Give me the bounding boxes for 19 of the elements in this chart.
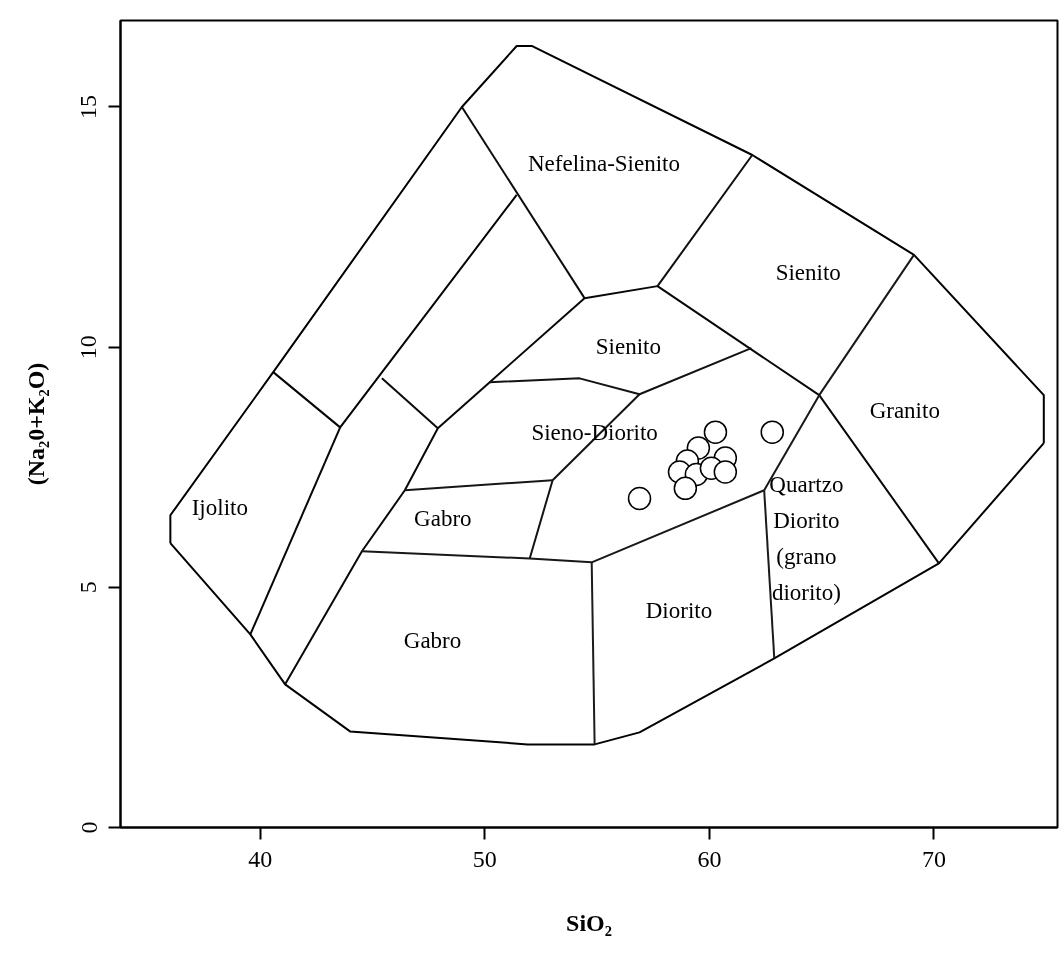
y-tick-label: 10 (75, 335, 102, 360)
x-tick-label: 60 (697, 845, 722, 872)
annotation: Sienito (595, 334, 661, 360)
annotation: Nefelina-Sienito (527, 150, 681, 176)
y-tick-label: 0 (75, 821, 102, 834)
y-tick-label: 5 (75, 581, 102, 594)
annotation: Ijolito (191, 495, 248, 521)
annotation: Gabro (403, 627, 462, 653)
annotation: Gabro (414, 505, 472, 531)
x-tick-label: 50 (472, 845, 497, 872)
x-tick-label: 40 (248, 845, 273, 872)
annotation: Sienito (775, 259, 841, 285)
annotation: Quartzo Diorito (grano diorito) (769, 471, 844, 606)
y-axis-title: (Na₂0+K₂O) (22, 362, 49, 486)
annotation: Granito (869, 397, 940, 423)
x-tick-label: 70 (921, 845, 946, 872)
annotation: Diorito (645, 597, 713, 623)
y-tick-label: 15 (75, 94, 102, 119)
x-axis-title: SiO₂ (566, 909, 612, 936)
